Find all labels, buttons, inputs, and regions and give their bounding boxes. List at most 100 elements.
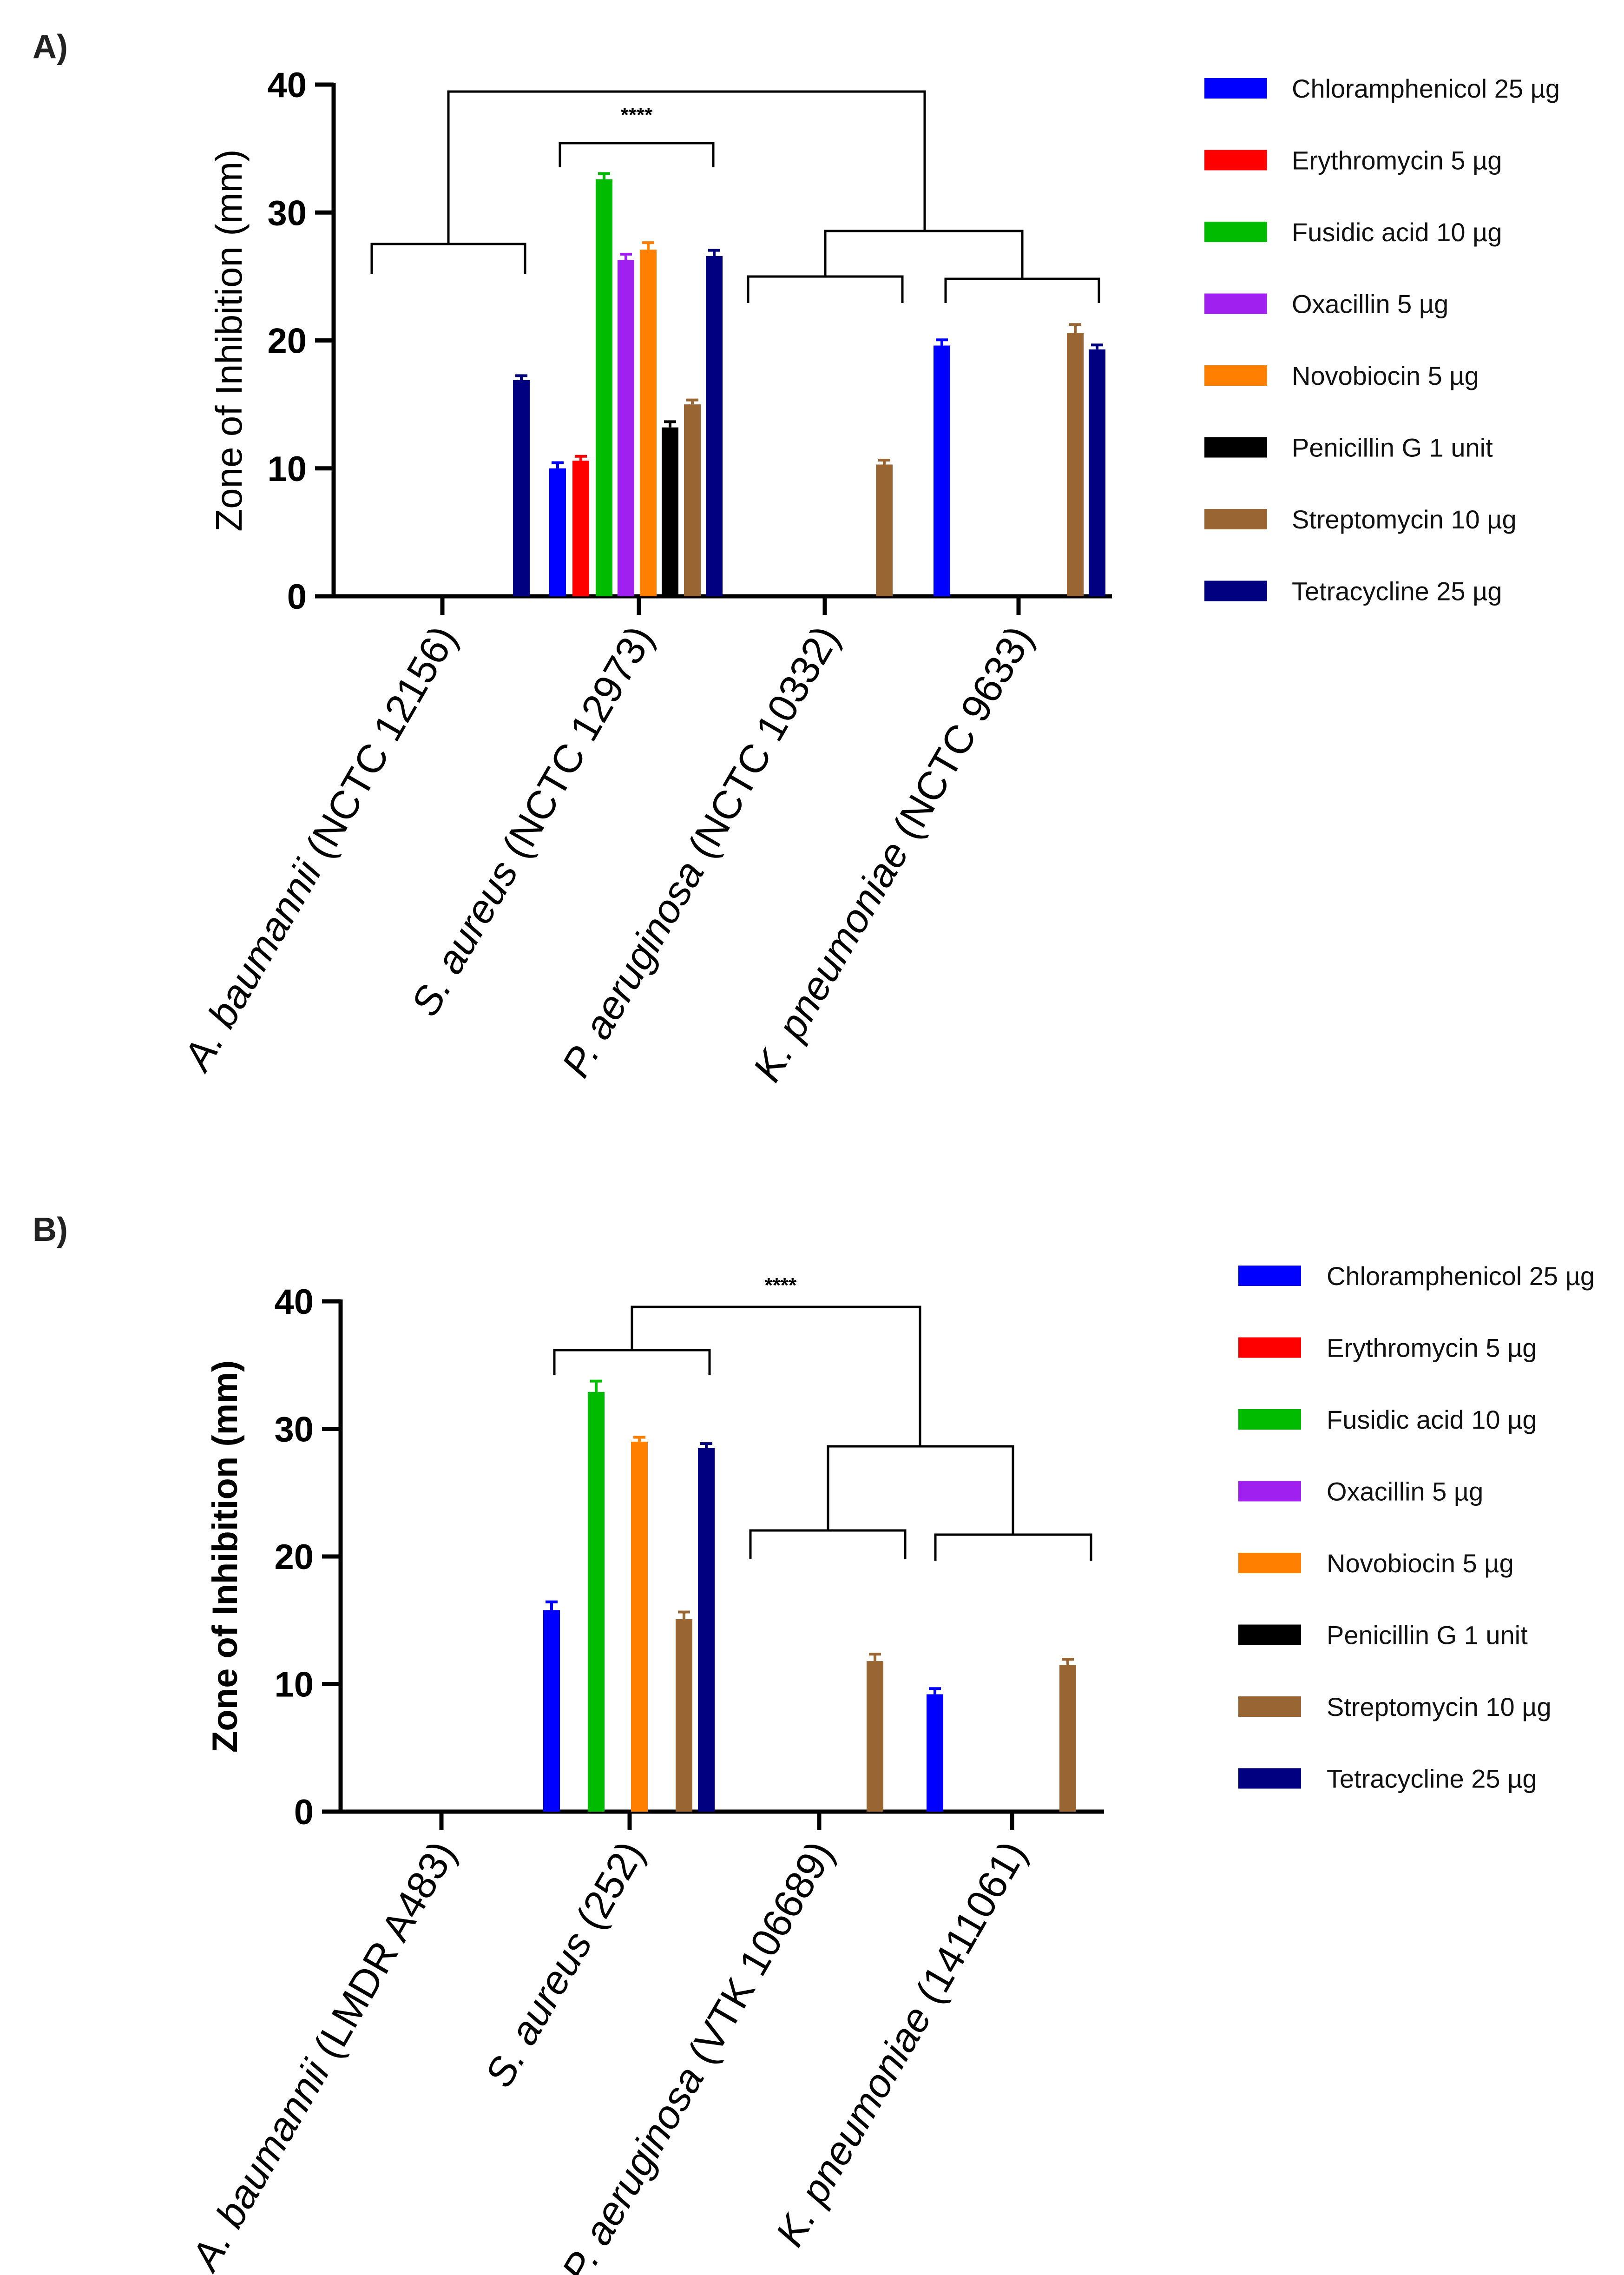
legend-swatch bbox=[1238, 1696, 1301, 1717]
significance-bracket bbox=[559, 142, 715, 167]
bar bbox=[1059, 1665, 1076, 1812]
significance-bracket bbox=[747, 275, 904, 303]
legend-label: Tetracycline 25 µg bbox=[1327, 1764, 1537, 1794]
category-species: P. aeruginosa bbox=[553, 2059, 712, 2275]
category-strain: (252) bbox=[562, 1833, 652, 1946]
legend-label: Erythromycin 5 µg bbox=[1327, 1333, 1537, 1363]
category-strain: (VTK 106689) bbox=[674, 1833, 842, 2081]
legend-label: Penicillin G 1 unit bbox=[1292, 433, 1493, 462]
legend-swatch bbox=[1238, 1553, 1301, 1573]
legend-label: Tetracycline 25 µg bbox=[1292, 577, 1502, 606]
category-species: K. pneumoniae bbox=[744, 834, 917, 1089]
bar bbox=[549, 468, 566, 596]
category-species: K. pneumoniae bbox=[767, 1998, 940, 2254]
legend-label: Chloramphenicol 25 µg bbox=[1327, 1261, 1595, 1291]
legend-swatch bbox=[1238, 1266, 1301, 1286]
legend-label: Chloramphenicol 25 µg bbox=[1292, 74, 1560, 103]
bar bbox=[706, 256, 723, 596]
category-species: S. aureus bbox=[476, 1924, 600, 2095]
category-strain: (NCTC 12156) bbox=[291, 618, 466, 875]
y-axis-label: Zone of Inhibition (mm) bbox=[205, 1360, 245, 1753]
x-category-label: S. aureus (252) bbox=[476, 1833, 653, 2094]
significance-bracket bbox=[827, 1445, 1014, 1535]
legend-label: Penicillin G 1 unit bbox=[1327, 1621, 1528, 1650]
significance-bracket bbox=[749, 1529, 907, 1559]
category-strain: (NCTC 12973) bbox=[488, 618, 662, 875]
bar bbox=[596, 179, 612, 596]
legend-swatch bbox=[1238, 1409, 1301, 1430]
y-axis-label: Zone of Inhibition (mm) bbox=[208, 149, 250, 532]
y-tick-label: 40 bbox=[267, 66, 307, 105]
bar bbox=[876, 464, 893, 596]
legend-swatch bbox=[1238, 1481, 1301, 1502]
legend-label: Oxacillin 5 µg bbox=[1327, 1477, 1483, 1506]
legend-label: Streptomycin 10 µg bbox=[1292, 505, 1517, 534]
bar bbox=[543, 1610, 560, 1812]
category-strain: (LMDR A483) bbox=[299, 1833, 465, 2075]
legend-swatch bbox=[1238, 1624, 1301, 1645]
legend-swatch bbox=[1204, 509, 1267, 529]
bar bbox=[618, 260, 634, 596]
category-species: P. aeruginosa bbox=[553, 853, 712, 1084]
bar bbox=[1067, 332, 1084, 596]
legend: Chloramphenicol 25 µg Erythromycin 5 µg Fu… bbox=[1204, 74, 1560, 606]
legend-swatch bbox=[1204, 78, 1267, 99]
y-tick-label: 0 bbox=[294, 1793, 314, 1832]
significance-bracket bbox=[447, 90, 926, 244]
category-strain: (1411061) bbox=[901, 1833, 1035, 2021]
legend-swatch bbox=[1204, 150, 1267, 171]
significance-bracket bbox=[370, 243, 526, 274]
legend-label: Erythromycin 5 µg bbox=[1292, 146, 1502, 175]
bar bbox=[662, 427, 678, 596]
bar bbox=[640, 250, 657, 596]
y-tick-label: 20 bbox=[274, 1537, 314, 1577]
legend-label: Novobiocin 5 µg bbox=[1292, 361, 1479, 390]
legend-label: Fusidic acid 10 µg bbox=[1327, 1405, 1537, 1434]
significance-bracket bbox=[944, 277, 1100, 303]
category-species: S. aureus bbox=[402, 853, 526, 1023]
significance-annotation: **** bbox=[765, 1274, 797, 1297]
bar bbox=[588, 1391, 605, 1812]
bar bbox=[572, 461, 589, 596]
legend: Chloramphenicol 25 µg Erythromycin 5 µg Fu… bbox=[1238, 1261, 1595, 1794]
significance-bracket bbox=[553, 1349, 711, 1375]
bar bbox=[1089, 349, 1105, 596]
legend-swatch bbox=[1238, 1337, 1301, 1358]
bar bbox=[698, 1448, 715, 1812]
legend-swatch bbox=[1204, 580, 1267, 601]
legend-label: Streptomycin 10 µg bbox=[1327, 1692, 1552, 1721]
chart-panel-a: A) 0 10 20 30 40 Zone of Inhibition (mm) A. bau… bbox=[33, 28, 1560, 1089]
legend-swatch bbox=[1204, 437, 1267, 458]
legend-swatch bbox=[1238, 1768, 1301, 1789]
bar bbox=[631, 1441, 648, 1812]
legend-swatch bbox=[1204, 365, 1267, 386]
category-strain: (NCTC 10332) bbox=[674, 618, 848, 875]
significance-bracket bbox=[631, 1306, 921, 1446]
legend-swatch bbox=[1204, 222, 1267, 242]
bar bbox=[676, 1619, 692, 1812]
bar bbox=[934, 345, 950, 596]
panel-label: A) bbox=[33, 28, 68, 66]
x-category-label: A. baumannii (LMDR A483) bbox=[182, 1833, 465, 2275]
legend-swatch bbox=[1204, 293, 1267, 314]
category-species: A. baumannii bbox=[182, 2052, 339, 2275]
y-tick-label: 10 bbox=[267, 449, 307, 489]
y-tick-label: 20 bbox=[267, 322, 307, 361]
legend-label: Novobiocin 5 µg bbox=[1327, 1549, 1514, 1578]
category-species: A. baumannii bbox=[174, 852, 331, 1080]
panel-label: B) bbox=[33, 1211, 68, 1248]
significance-bracket bbox=[824, 230, 1024, 279]
legend-label: Oxacillin 5 µg bbox=[1292, 290, 1448, 319]
bar bbox=[513, 380, 530, 596]
y-tick-label: 30 bbox=[267, 193, 307, 233]
significance-bracket bbox=[934, 1533, 1092, 1561]
chart-panel-b: B) 0 10 20 30 40 Zone of Inhibition (mm) A. bau… bbox=[33, 1211, 1595, 2275]
y-tick-label: 30 bbox=[274, 1410, 314, 1450]
y-tick-label: 0 bbox=[287, 577, 307, 617]
y-tick-label: 10 bbox=[274, 1665, 314, 1705]
bar bbox=[684, 404, 701, 596]
category-strain: (NCTC 9633) bbox=[879, 618, 1042, 856]
y-tick-label: 40 bbox=[274, 1282, 314, 1322]
significance-annotation: **** bbox=[621, 104, 653, 126]
